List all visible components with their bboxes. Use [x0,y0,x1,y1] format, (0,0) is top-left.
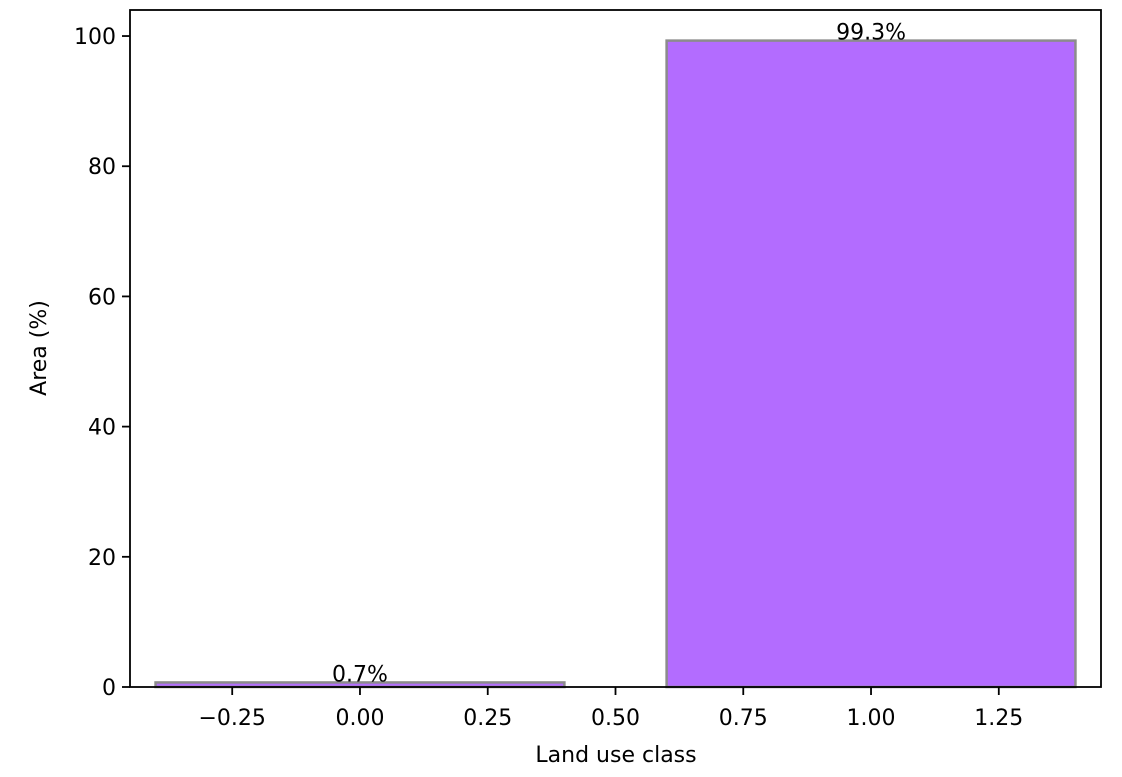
y-tick-label-4: 80 [88,155,116,180]
bar-value-label-1: 99.3% [836,21,906,46]
y-tick-label-2: 40 [88,416,116,441]
y-tick-label-1: 20 [88,546,116,571]
x-tick-label-5: 1.00 [847,706,896,731]
x-tick-label-1: 0.00 [335,706,384,731]
x-tick-label-2: 0.25 [463,706,512,731]
x-axis-label: Land use class [535,743,696,768]
axes-layer: −0.25 0.00 0.25 0.50 0.75 1.00 1.25 0 20 40 60 80 10… [74,9,1102,731]
x-tick-label-4: 0.75 [719,706,768,731]
x-tick-label-6: 1.25 [974,706,1023,731]
x-tick-label-0: −0.25 [198,706,265,731]
y-axis-label: Area (%) [27,300,52,396]
labels-layer: 0.7% 99.3% [332,21,906,688]
bars-layer [154,39,1077,689]
x-tick-label-3: 0.50 [591,706,640,731]
y-tick-label-5: 100 [74,25,116,50]
bar-value-label-0: 0.7% [332,662,388,687]
y-tick-label-0: 0 [102,676,116,701]
y-tick-label-3: 60 [88,285,116,310]
bar-1 [665,39,1077,689]
